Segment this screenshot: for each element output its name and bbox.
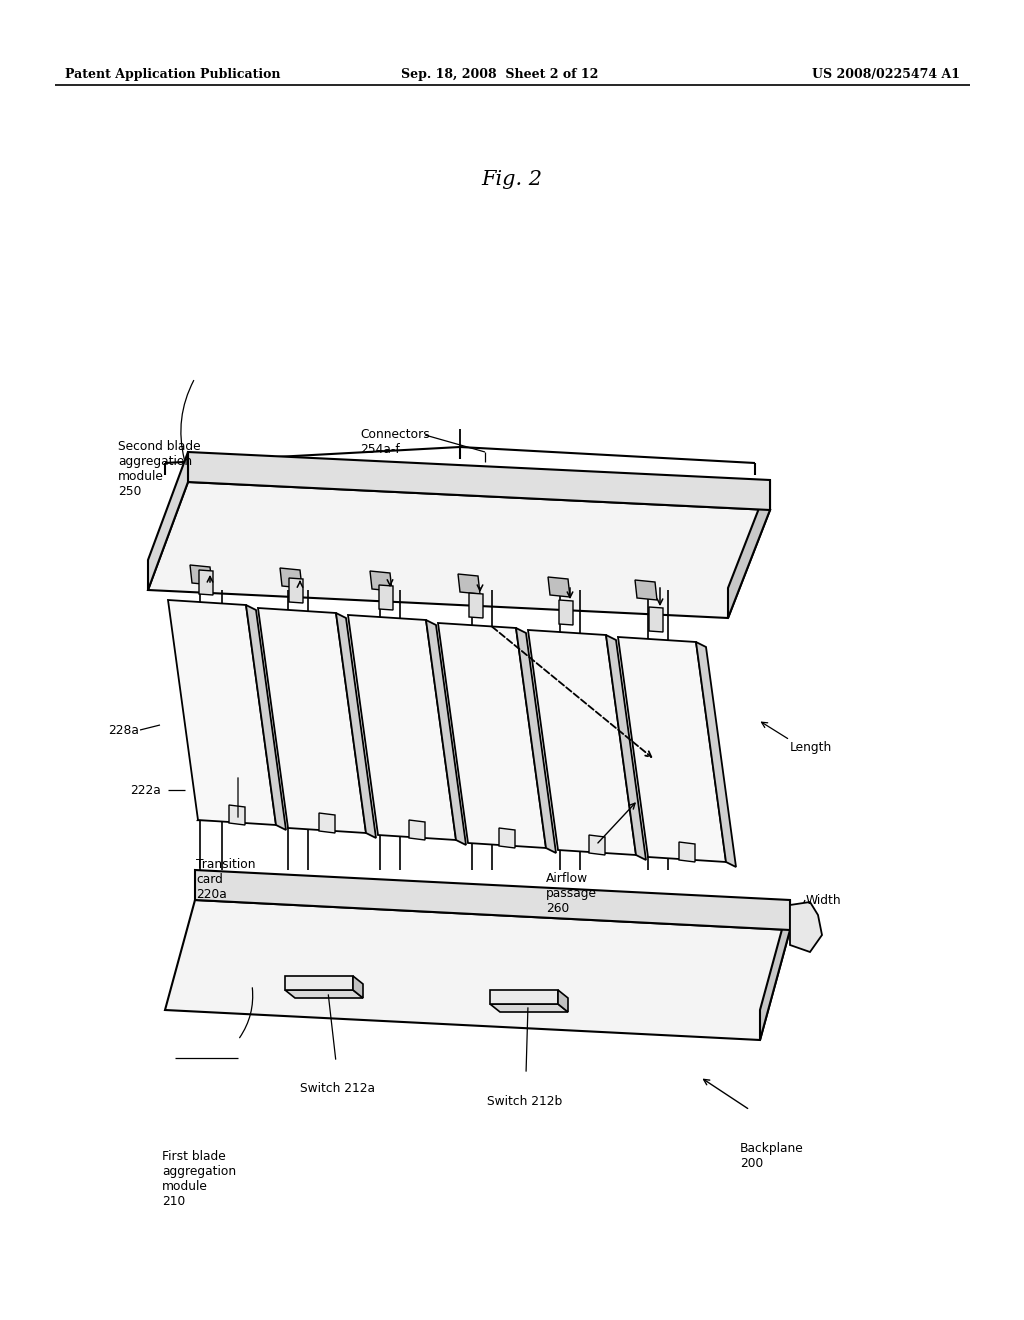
Polygon shape — [289, 578, 303, 603]
Polygon shape — [409, 820, 425, 840]
Text: First blade
aggregation
module
210: First blade aggregation module 210 — [162, 1150, 237, 1208]
Polygon shape — [319, 813, 335, 833]
Polygon shape — [438, 623, 546, 847]
Polygon shape — [728, 480, 770, 618]
Polygon shape — [168, 601, 276, 825]
Text: Width: Width — [806, 894, 842, 907]
Text: Switch 212a: Switch 212a — [300, 1082, 375, 1096]
Polygon shape — [379, 585, 393, 610]
Text: Length: Length — [790, 742, 833, 755]
Text: Transition
card
220a: Transition card 220a — [196, 858, 256, 902]
Polygon shape — [558, 990, 568, 1012]
Text: 228a: 228a — [108, 723, 139, 737]
Polygon shape — [548, 577, 570, 597]
Polygon shape — [190, 565, 212, 585]
Polygon shape — [458, 574, 480, 594]
Text: Second blade
aggregation
module
250: Second blade aggregation module 250 — [118, 440, 201, 498]
Polygon shape — [499, 828, 515, 847]
Polygon shape — [696, 642, 736, 867]
Polygon shape — [426, 620, 466, 845]
Polygon shape — [336, 612, 376, 838]
Text: Fig. 2: Fig. 2 — [481, 170, 543, 189]
Text: Connectors
254a-f: Connectors 254a-f — [360, 428, 430, 455]
Polygon shape — [229, 805, 245, 825]
Polygon shape — [760, 900, 790, 1040]
Polygon shape — [195, 870, 790, 931]
Polygon shape — [679, 842, 695, 862]
Polygon shape — [589, 836, 605, 855]
Polygon shape — [490, 1005, 568, 1012]
Text: Backplane
200: Backplane 200 — [740, 1142, 804, 1170]
Polygon shape — [348, 615, 456, 840]
Text: 222a: 222a — [130, 784, 161, 796]
Polygon shape — [280, 568, 302, 587]
Text: US 2008/0225474 A1: US 2008/0225474 A1 — [812, 69, 961, 81]
Text: Switch 212b: Switch 212b — [487, 1096, 562, 1107]
Polygon shape — [165, 900, 790, 1040]
Polygon shape — [559, 601, 573, 624]
Polygon shape — [469, 593, 483, 618]
Polygon shape — [490, 990, 558, 1005]
Polygon shape — [285, 975, 353, 990]
Polygon shape — [285, 990, 362, 998]
Polygon shape — [148, 482, 770, 618]
Polygon shape — [188, 451, 770, 510]
Text: Sep. 18, 2008  Sheet 2 of 12: Sep. 18, 2008 Sheet 2 of 12 — [401, 69, 599, 81]
Polygon shape — [790, 902, 822, 952]
Polygon shape — [606, 635, 646, 861]
Text: 224a: 224a — [196, 755, 226, 768]
Polygon shape — [258, 609, 366, 833]
Polygon shape — [635, 579, 657, 601]
Polygon shape — [618, 638, 726, 862]
Polygon shape — [516, 628, 556, 853]
Polygon shape — [370, 572, 392, 591]
Text: Patent Application Publication: Patent Application Publication — [65, 69, 281, 81]
Text: Airflow
passage
260: Airflow passage 260 — [546, 873, 597, 915]
Polygon shape — [353, 975, 362, 998]
Polygon shape — [649, 607, 663, 632]
Polygon shape — [246, 605, 286, 830]
Polygon shape — [148, 451, 188, 590]
Text: 226a: 226a — [196, 653, 226, 667]
Polygon shape — [528, 630, 636, 855]
Polygon shape — [199, 570, 213, 595]
